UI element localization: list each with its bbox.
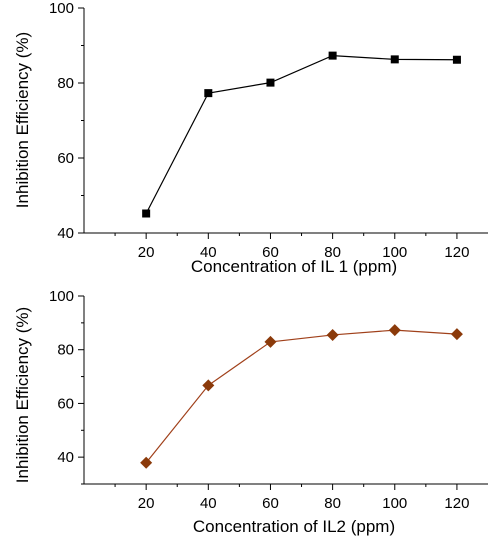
x-tick-label: 80	[324, 495, 341, 512]
y-axis-title: Inhibition Efficiency (%)	[13, 307, 32, 483]
data-point	[450, 328, 463, 341]
data-point	[264, 335, 277, 348]
chart-panel-1: 40 60 80 100 20 40 60 80 100 120 Concentration of …	[13, 0, 488, 276]
x-tick-label: 120	[444, 495, 469, 512]
x-tick-label: 40	[200, 495, 217, 512]
x-tick-label: 20	[138, 495, 155, 512]
data-point	[390, 55, 399, 64]
x-tick-label: 80	[324, 244, 341, 261]
data-point	[452, 55, 461, 64]
series-line	[145, 329, 457, 464]
data-point	[140, 456, 153, 469]
series-line	[145, 55, 457, 214]
x-tick-label: 100	[382, 244, 407, 261]
data-point	[204, 89, 213, 98]
y-tick-label: 80	[57, 342, 74, 359]
x-tick-label: 100	[382, 495, 407, 512]
chart-panel-2: 40 60 80 100 20 40 60 80 100 120 Concentration of …	[13, 288, 488, 536]
x-tick-label: 60	[262, 495, 279, 512]
x-tick-label: 120	[444, 244, 469, 261]
y-tick-label: 100	[49, 0, 74, 17]
x-tick-label: 20	[138, 244, 155, 261]
data-point	[326, 328, 339, 341]
x-axis-title: Concentration of IL2 (ppm)	[193, 517, 395, 536]
data-point	[388, 324, 401, 337]
data-point	[328, 51, 337, 60]
y-tick-label: 60	[57, 395, 74, 412]
x-tick-label: 40	[200, 244, 217, 261]
y-tick-label: 80	[57, 75, 74, 92]
x-axis-title: Concentration of IL 1 (ppm)	[191, 257, 397, 276]
y-axis-title: Inhibition Efficiency (%)	[13, 32, 32, 208]
data-point	[266, 78, 275, 87]
y-tick-label: 100	[49, 288, 74, 305]
data-point	[202, 379, 215, 392]
x-tick-label: 60	[262, 244, 279, 261]
y-tick-label: 40	[57, 449, 74, 466]
y-tick-label: 60	[57, 150, 74, 167]
y-tick-label: 40	[57, 225, 74, 242]
data-point	[142, 209, 151, 218]
